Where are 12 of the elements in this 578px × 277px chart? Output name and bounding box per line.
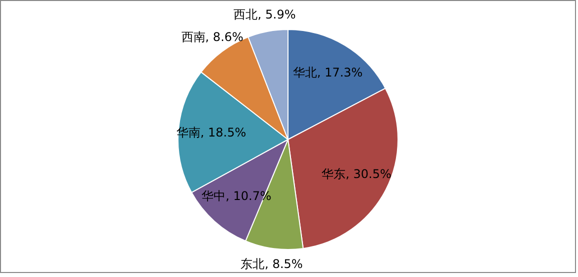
slice-label: 华北 (292, 66, 317, 80)
data-label: , 18.5% (200, 126, 246, 140)
data-label: , 30.5% (346, 166, 392, 181)
data-label: , 5.9% (258, 7, 296, 22)
data-label: , 17.3% (316, 66, 363, 80)
data-label: , 8.5% (264, 257, 303, 272)
slice-label: 东北 (240, 257, 265, 272)
data-label: , 8.6% (205, 30, 244, 44)
slice-label: 华中 (202, 188, 226, 203)
slice-label: 西南 (181, 30, 206, 44)
slice-label: 华东 (322, 166, 346, 181)
slice-label: 西北 (234, 7, 258, 22)
